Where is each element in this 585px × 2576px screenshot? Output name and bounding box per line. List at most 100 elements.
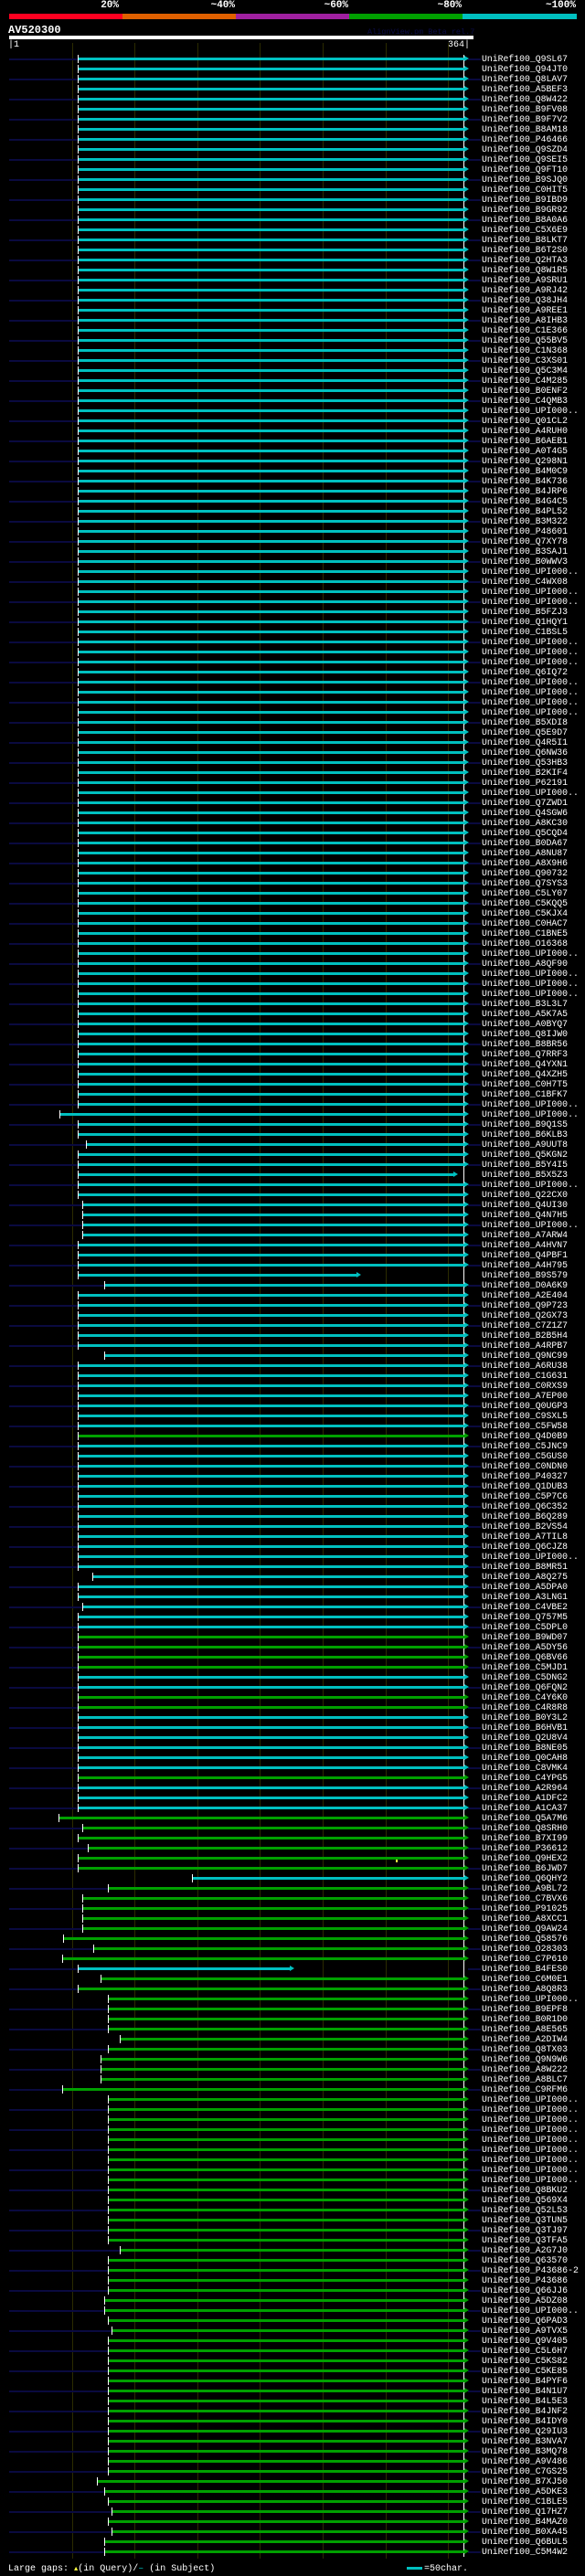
alignment-bar[interactable]	[78, 58, 464, 60]
hit-label[interactable]: UniRef100_C4R8R8	[482, 1702, 569, 1712]
hit-label[interactable]: UniRef100_Q9FT10	[482, 164, 569, 175]
hit-label[interactable]: UniRef100_A8Q8R3	[482, 1984, 569, 1994]
hit-label[interactable]: UniRef100_Q29IU3	[482, 2426, 569, 2436]
alignment-bar[interactable]	[108, 2028, 464, 2030]
alignment-bar[interactable]	[78, 520, 464, 523]
hit-label[interactable]: UniRef100_A1CA37	[482, 1803, 569, 1813]
hit-label[interactable]: UniRef100_UPI000..	[482, 2155, 579, 2165]
alignment-bar[interactable]	[108, 2279, 464, 2282]
hit-label[interactable]: UniRef100_Q6PAD3	[482, 2316, 569, 2326]
alignment-bar[interactable]	[108, 2048, 464, 2051]
alignment-bar[interactable]	[92, 1947, 464, 1950]
alignment-bar[interactable]	[78, 691, 464, 694]
hit-label[interactable]: UniRef100_Q6QHY2	[482, 1873, 569, 1883]
hit-label[interactable]: UniRef100_C5KS82	[482, 2356, 569, 2366]
hit-label[interactable]: UniRef100_A9SRU1	[482, 275, 569, 285]
hit-label[interactable]: UniRef100_UPI000..	[482, 2094, 579, 2104]
alignment-bar[interactable]	[108, 2219, 464, 2221]
hit-label[interactable]: UniRef100_A9UUT8	[482, 1140, 569, 1150]
hit-label[interactable]: UniRef100_Q3TFA5	[482, 2235, 569, 2245]
alignment-bar[interactable]	[81, 1606, 464, 1608]
hit-label[interactable]: UniRef100_Q6C352	[482, 1501, 569, 1511]
hit-label[interactable]: UniRef100_C1BFK7	[482, 1089, 569, 1099]
hit-label[interactable]: UniRef100_C7Z1Z7	[482, 1320, 569, 1330]
alignment-bar[interactable]	[81, 1234, 464, 1236]
hit-label[interactable]: UniRef100_Q9N9W6	[482, 2054, 569, 2064]
alignment-bar[interactable]	[78, 942, 464, 945]
alignment-bar[interactable]	[78, 641, 464, 643]
alignment-bar[interactable]	[78, 1555, 464, 1558]
hit-label[interactable]: UniRef100_C5MJD1	[482, 1662, 569, 1672]
alignment-bar[interactable]	[81, 1907, 464, 1910]
alignment-bar[interactable]	[108, 2380, 464, 2382]
hit-label[interactable]: UniRef100_D0A6K9	[482, 1280, 569, 1290]
alignment-bar[interactable]	[78, 1797, 464, 1799]
alignment-bar[interactable]	[78, 339, 464, 342]
alignment-bar[interactable]	[78, 992, 464, 995]
hit-label[interactable]: UniRef100_Q6CJZ8	[482, 1542, 569, 1552]
hit-label[interactable]: UniRef100_A8X9H6	[482, 858, 569, 868]
alignment-bar[interactable]	[78, 309, 464, 312]
hit-label[interactable]: UniRef100_P62191	[482, 778, 569, 788]
hit-label[interactable]: UniRef100_O28303	[482, 1944, 569, 1954]
alignment-bar[interactable]	[78, 631, 464, 633]
hit-label[interactable]: UniRef100_B8MR51	[482, 1562, 569, 1572]
alignment-bar[interactable]	[108, 2098, 464, 2101]
hit-label[interactable]: UniRef100_C5LY07	[482, 888, 569, 898]
hit-label[interactable]: UniRef100_C4Y6K0	[482, 1692, 569, 1702]
hit-label[interactable]: UniRef100_C5L6H7	[482, 2346, 569, 2356]
alignment-bar[interactable]	[78, 440, 464, 442]
hit-label[interactable]: UniRef100_Q8W1R5	[482, 265, 569, 275]
hit-label[interactable]: UniRef100_UPI000..	[482, 677, 579, 687]
alignment-bar[interactable]	[81, 1927, 464, 1930]
alignment-bar[interactable]	[88, 1847, 464, 1850]
alignment-bar[interactable]	[78, 570, 464, 573]
hit-label[interactable]: UniRef100_Q5KGN2	[482, 1150, 569, 1160]
hit-label[interactable]: UniRef100_C0HAC7	[482, 918, 569, 928]
hit-label[interactable]: UniRef100_C0HIT5	[482, 185, 569, 195]
hit-label[interactable]: UniRef100_Q90732	[482, 868, 569, 878]
hit-label[interactable]: UniRef100_A2E404	[482, 1290, 569, 1300]
hit-label[interactable]: UniRef100_Q38JH4	[482, 295, 569, 305]
hit-label[interactable]: UniRef100_B5Y4I5	[482, 1160, 569, 1170]
hit-label[interactable]: UniRef100_Q17HZ7	[482, 2507, 569, 2517]
alignment-bar[interactable]	[78, 771, 464, 774]
hit-label[interactable]: UniRef100_Q5C3M4	[482, 366, 569, 376]
alignment-bar[interactable]	[78, 349, 464, 352]
hit-label[interactable]: UniRef100_A7ARW4	[482, 1230, 569, 1240]
alignment-bar[interactable]	[78, 560, 464, 563]
hit-label[interactable]: UniRef100_Q6BV66	[482, 1652, 569, 1662]
hit-label[interactable]: UniRef100_B0R1D0	[482, 2014, 569, 2024]
alignment-bar[interactable]	[78, 1163, 464, 1166]
hit-label[interactable]: UniRef100_UPI000..	[482, 969, 579, 979]
hit-label[interactable]: UniRef100_B9WD07	[482, 1632, 569, 1642]
alignment-bar[interactable]	[78, 1766, 464, 1769]
hit-label[interactable]: UniRef100_Q5A7M6	[482, 1813, 569, 1823]
alignment-bar[interactable]	[78, 620, 464, 623]
hit-label[interactable]: UniRef100_C5M4W2	[482, 2547, 569, 2557]
alignment-bar[interactable]	[78, 811, 464, 814]
alignment-bar[interactable]	[78, 962, 464, 965]
hit-label[interactable]: UniRef100_C7GS25	[482, 2466, 569, 2476]
alignment-bar[interactable]	[104, 1354, 464, 1357]
alignment-bar[interactable]	[108, 1887, 464, 1890]
hit-label[interactable]: UniRef100_A5DPA0	[482, 1582, 569, 1592]
alignment-bar[interactable]	[81, 1203, 464, 1206]
alignment-bar[interactable]	[108, 2018, 464, 2020]
hit-label[interactable]: UniRef100_Q757M5	[482, 1612, 569, 1622]
hit-label[interactable]: UniRef100_Q55BV5	[482, 335, 569, 345]
hit-label[interactable]: UniRef100_C5FW58	[482, 1421, 569, 1431]
alignment-bar[interactable]	[78, 872, 464, 875]
hit-label[interactable]: UniRef100_B9Q1S5	[482, 1119, 569, 1129]
alignment-bar[interactable]	[78, 369, 464, 372]
hit-label[interactable]: UniRef100_Q66JJ6	[482, 2285, 569, 2295]
alignment-bar[interactable]	[78, 429, 464, 432]
hit-label[interactable]: UniRef100_Q4XZH5	[482, 1069, 569, 1079]
alignment-bar[interactable]	[108, 2420, 464, 2422]
alignment-bar[interactable]	[78, 1646, 464, 1648]
hit-label[interactable]: UniRef100_UPI000..	[482, 657, 579, 667]
hit-label[interactable]: UniRef100_Q4N7H5	[482, 1210, 569, 1220]
hit-label[interactable]: UniRef100_B3MQ78	[482, 2446, 569, 2456]
hit-label[interactable]: UniRef100_B6AEB1	[482, 436, 569, 446]
hit-label[interactable]: UniRef100_P40327	[482, 1471, 569, 1481]
